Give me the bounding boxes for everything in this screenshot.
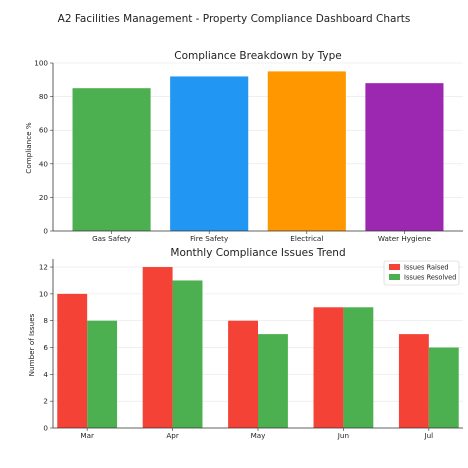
chart2-x-tick-label-1: Apr — [166, 431, 178, 440]
monthly-issues-chart: Monthly Compliance Issues Trend 0 2 4 6 8 10 1… — [27, 247, 463, 440]
chart1-title: Compliance Breakdown by Type — [174, 50, 341, 62]
chart1-axes — [52, 63, 463, 232]
chart1-x-tick-label-1: Fire Safety — [190, 234, 229, 243]
chart1-bars — [72, 71, 444, 232]
chart1-bar-fire-safety — [170, 76, 249, 231]
chart1-bar-gas-safety — [72, 88, 151, 231]
chart2-y-axis-label: Number of Issues — [27, 313, 36, 376]
chart1-y-ticks: 0 20 40 60 80 100 — [34, 59, 53, 236]
chart2-y-ticks: 0 2 4 6 8 10 12 — [39, 263, 53, 433]
chart1-x-tick-label-2: Electrical — [290, 234, 323, 243]
chart2-y-tick-label-3: 6 — [43, 343, 48, 352]
chart2-legend-label-1: Issues Resolved — [404, 273, 456, 281]
chart1-x-tick-label-3: Water Hygiene — [378, 234, 432, 243]
chart1-y-tick-label-4: 80 — [39, 92, 49, 101]
chart2-y-tick-label-0: 0 — [43, 424, 48, 433]
chart2-legend-swatch-1 — [389, 274, 400, 280]
chart2-bar-issues-raised-apr — [142, 267, 173, 428]
chart1-x-tick-label-0: Gas Safety — [92, 234, 132, 243]
chart2-x-tick-label-4: Jul — [423, 431, 433, 440]
compliance-breakdown-chart: Compliance Breakdown by Type 0 20 40 60 80 10… — [24, 50, 463, 243]
chart2-bar-issues-resolved-jul — [428, 347, 459, 428]
chart2-legend-label-0: Issues Raised — [404, 263, 449, 271]
chart2-legend-swatch-0 — [389, 264, 400, 270]
chart1-y-tick-label-3: 60 — [39, 126, 49, 135]
chart2-y-tick-label-2: 4 — [43, 370, 48, 379]
chart1-y-tick-label-5: 100 — [34, 59, 48, 68]
chart1-y-tick-label-1: 20 — [39, 193, 49, 202]
page-title: A2 Facilities Management - Property Comp… — [58, 13, 411, 25]
chart1-x-ticks: Gas Safety Fire Safety Electrical Water Hyg… — [92, 231, 432, 243]
chart2-y-tick-label-6: 12 — [39, 263, 48, 272]
chart2-bar-issues-raised-jul — [398, 334, 429, 428]
chart1-y-tick-label-0: 0 — [43, 227, 48, 236]
chart2-y-tick-label-1: 2 — [43, 397, 48, 406]
chart1-y-tick-label-2: 40 — [39, 159, 49, 168]
chart2-bar-issues-resolved-apr — [172, 280, 203, 428]
chart2-bar-issues-raised-jun — [313, 307, 344, 428]
chart2-bar-issues-resolved-jun — [343, 307, 374, 428]
chart1-bar-water-hygiene — [365, 83, 444, 231]
chart2-bar-issues-resolved-may — [258, 334, 288, 428]
chart2-legend-box — [383, 260, 460, 286]
chart2-bars — [57, 267, 459, 428]
chart2-x-tick-label-0: Mar — [80, 431, 94, 440]
chart1-bar-electrical — [267, 71, 346, 232]
chart2-title: Monthly Compliance Issues Trend — [170, 247, 345, 259]
chart1-y-axis-label: Compliance % — [24, 122, 33, 174]
chart2-y-tick-label-5: 10 — [39, 289, 49, 298]
chart2-bar-issues-raised-mar — [57, 293, 88, 428]
chart2-legend: Issues Raised Issues Resolved — [383, 260, 460, 286]
chart2-x-ticks: Mar Apr May Jun Jul — [80, 428, 433, 440]
chart2-bar-issues-raised-may — [228, 320, 258, 428]
chart2-x-tick-label-3: Jun — [337, 431, 349, 440]
chart2-bar-issues-resolved-mar — [87, 320, 118, 428]
chart2-y-tick-label-4: 8 — [43, 316, 48, 325]
chart2-x-tick-label-2: May — [251, 431, 267, 440]
